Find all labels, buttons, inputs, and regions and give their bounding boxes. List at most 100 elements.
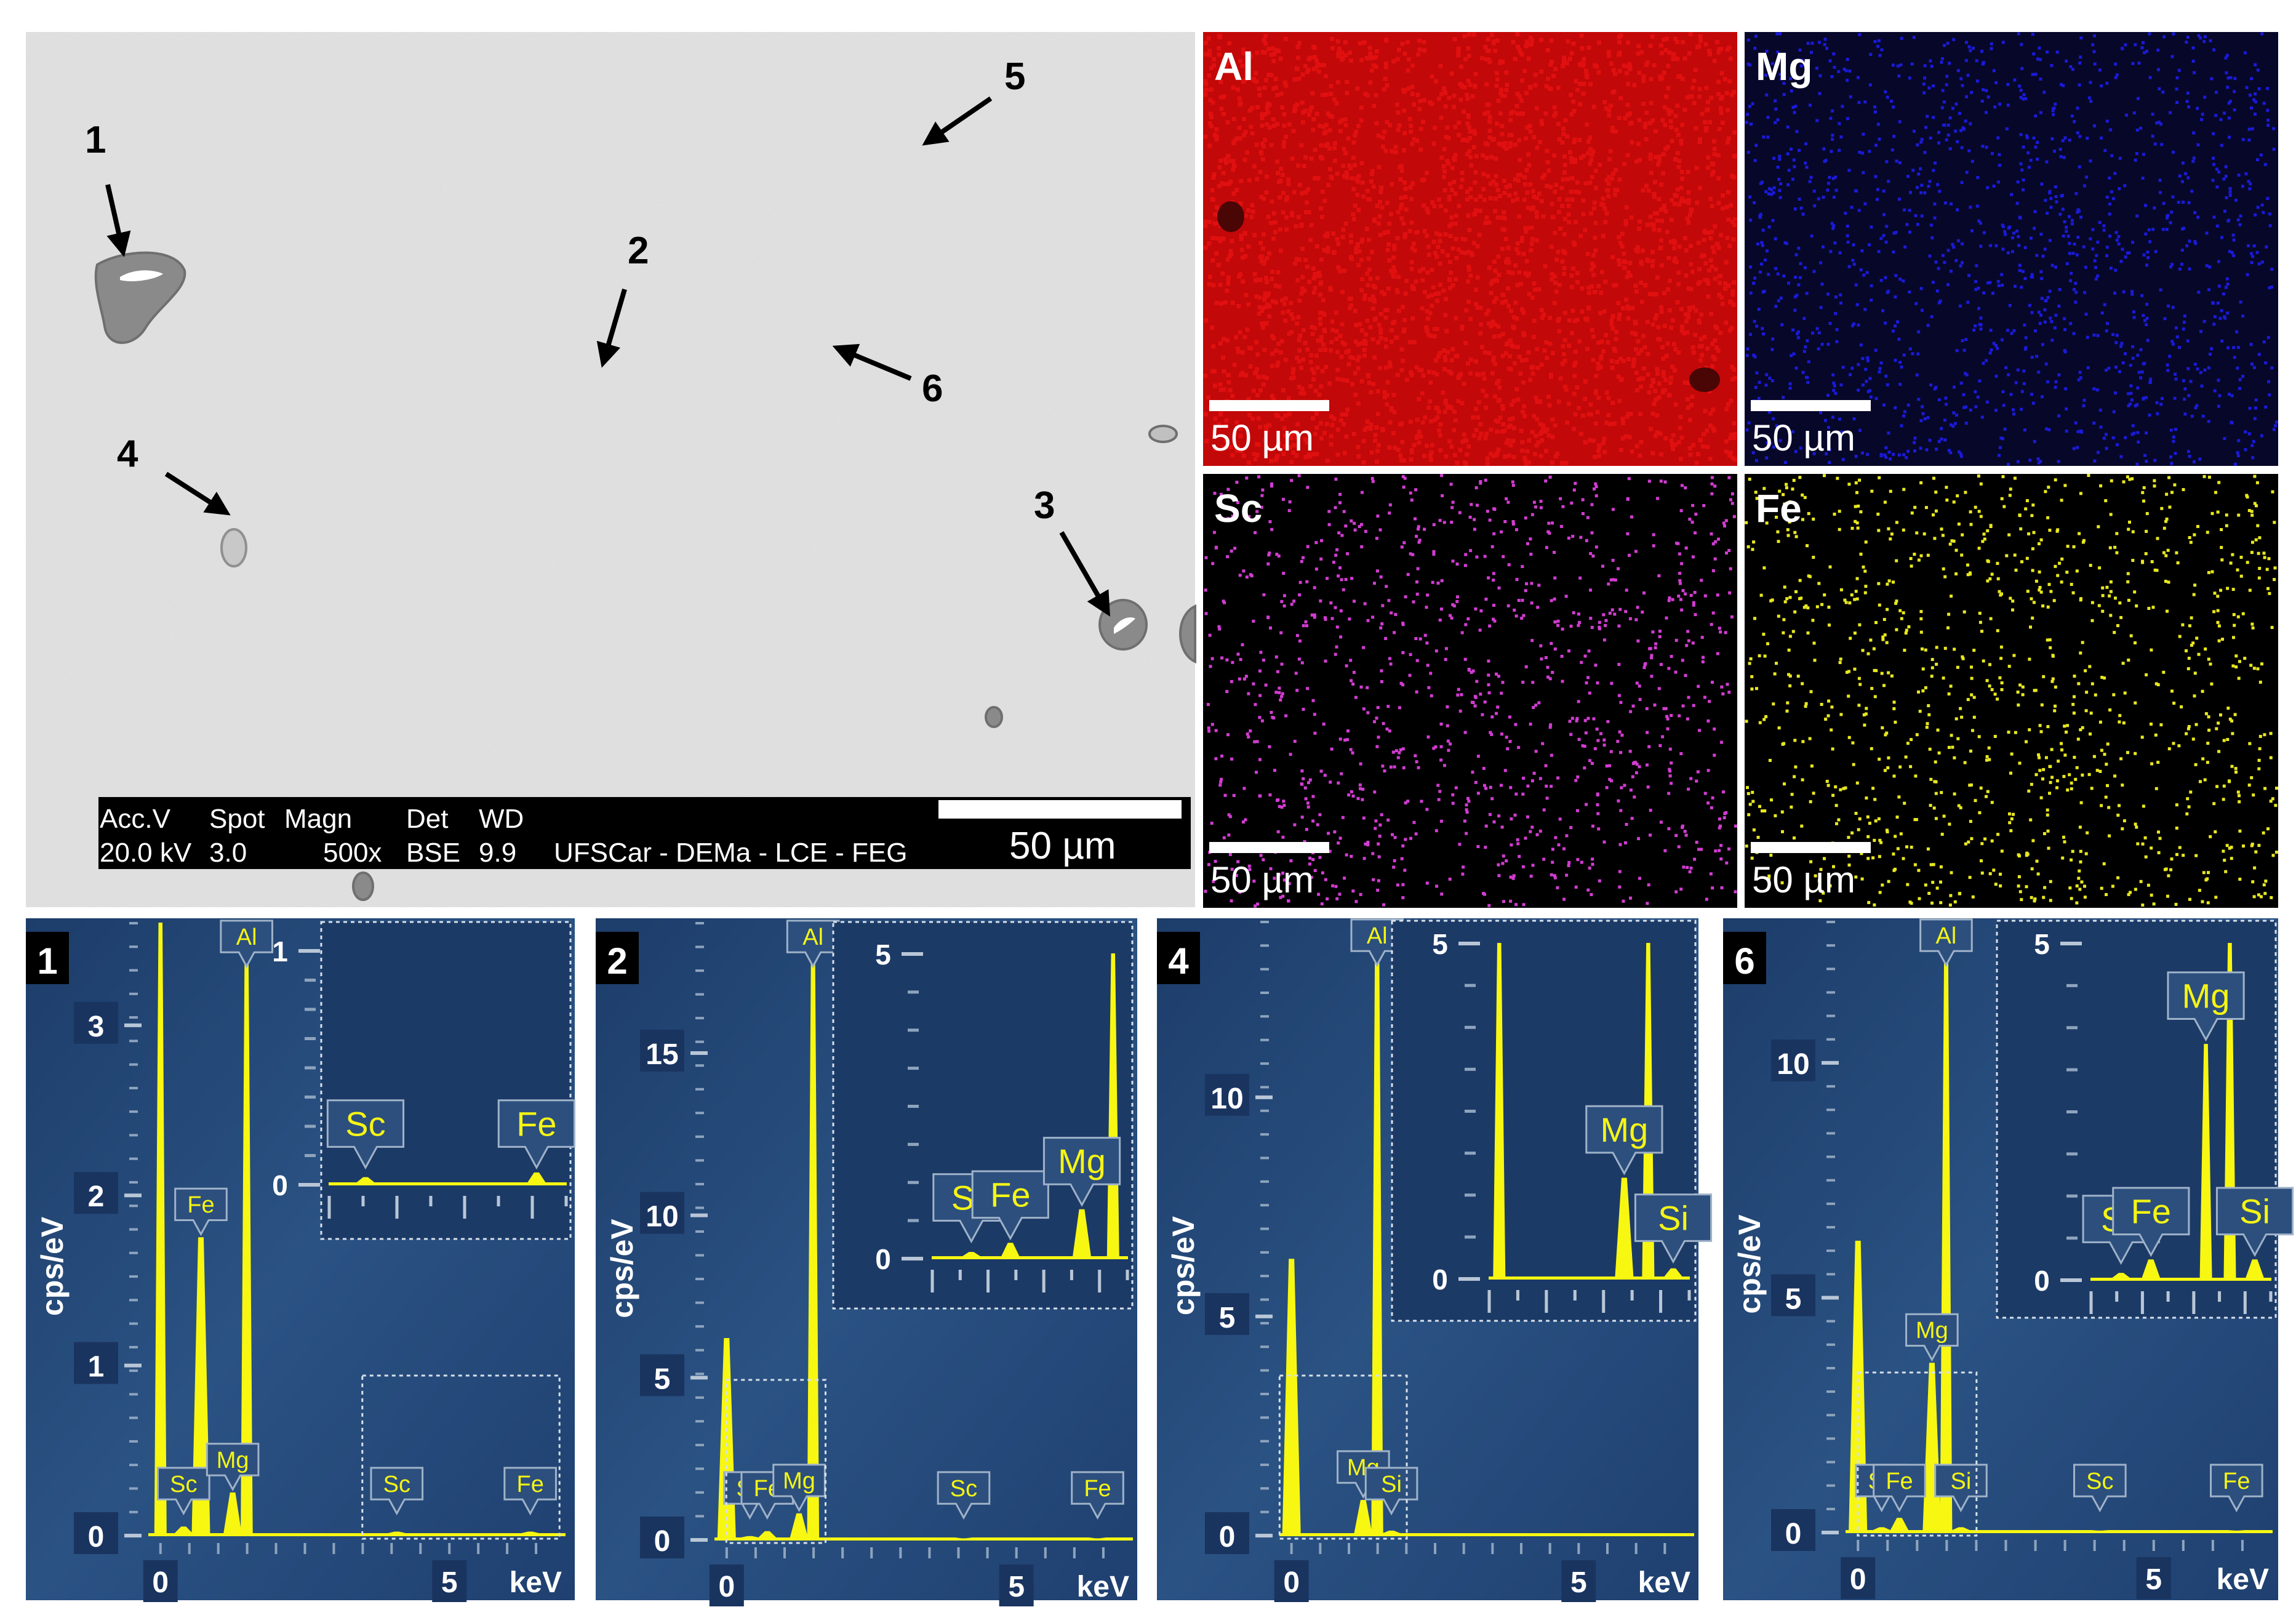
x-tick-label: 5 xyxy=(441,1566,458,1599)
map-mg: Mg 50 µm xyxy=(1745,32,2278,466)
y-tick-label: 1 xyxy=(88,1351,105,1384)
x-tick-box xyxy=(143,1560,178,1602)
peak-label-box xyxy=(2073,1464,2127,1513)
peak-label-text: Si xyxy=(1658,1198,1689,1237)
zoom-region-box xyxy=(1278,1374,1408,1540)
y-tick-box xyxy=(74,1001,118,1044)
databar-header-wd: WD xyxy=(479,804,524,834)
peak-label-box xyxy=(2112,1187,2190,1257)
y-tick-label: 5 xyxy=(654,1363,671,1395)
peak-label-al: Al xyxy=(220,920,273,969)
panel-badge xyxy=(26,932,69,984)
map-dark-spot xyxy=(1689,367,1720,392)
sem-micrograph: 1 2 3 4 5 6 Acc.V Spot Magn Det WD 20.0 … xyxy=(26,32,1196,907)
databar-value-accv: 20.0 kV xyxy=(100,838,192,868)
x-tick-label: 5 xyxy=(1570,1566,1587,1599)
y-tick-label: 15 xyxy=(646,1038,678,1071)
peak-label-text: Fe xyxy=(990,1176,1030,1214)
peak-label-text: Fe xyxy=(2223,1469,2250,1494)
peak-label-box xyxy=(1905,1313,1959,1362)
y-tick-label: 10 xyxy=(1210,1083,1243,1115)
peak-label-box xyxy=(1919,918,1973,968)
panel-badge xyxy=(1157,932,1200,984)
map-element-label: Al xyxy=(1214,44,1254,89)
y-tick-label: 2 xyxy=(88,1180,105,1213)
x-tick-box xyxy=(432,1560,467,1602)
peak-label-mg: Mg xyxy=(2167,971,2245,1042)
databar-value-magn: 500x xyxy=(323,838,382,868)
x-tick-box xyxy=(999,1565,1034,1606)
particle-small-a xyxy=(985,706,1003,728)
panel-badge xyxy=(596,932,639,984)
inset-y-tick-label: 0 xyxy=(1432,1264,1448,1296)
peak-label-text: Sc xyxy=(170,1472,197,1497)
peak-label-mg: Mg xyxy=(772,1464,826,1512)
peak-label-fe: Fe xyxy=(503,1467,557,1516)
inset-y-tick-label: 1 xyxy=(272,936,288,968)
databar-header-spot: Spot xyxy=(209,804,265,834)
databar-lab: UFSCar - DEMa - LCE - FEG xyxy=(554,838,908,868)
y-tick-box xyxy=(1771,1039,1815,1081)
peak-label-box xyxy=(503,1467,557,1516)
peak-label-sc: Sc xyxy=(370,1467,424,1516)
x-tick-label: 5 xyxy=(2145,1563,2162,1596)
peak-label-box xyxy=(497,1099,575,1170)
peak-label-box xyxy=(772,1464,826,1512)
databar-scale-bar xyxy=(938,800,1182,819)
peak-label-box xyxy=(1364,1467,1418,1516)
map-dark-spot xyxy=(1217,201,1244,232)
panel-number: 1 xyxy=(37,940,57,982)
y-axis-label: cps/eV xyxy=(605,1219,639,1318)
inset-y-tick-label: 5 xyxy=(2034,928,2050,960)
marker-3: 3 xyxy=(1034,484,1055,527)
peak-label-mg: Mg xyxy=(206,1443,260,1492)
zoom-region-box xyxy=(361,1374,561,1540)
peak-label-si: Si xyxy=(2215,1187,2294,1257)
databar-value-wd: 9.9 xyxy=(479,838,516,868)
element-maps: Al 50 µm Mg 50 µm Sc 50 µm Fe 50 µm xyxy=(1203,32,2278,908)
y-tick-box xyxy=(1205,1292,1249,1335)
inset-y-tick-label: 0 xyxy=(875,1243,891,1275)
arrow-3 xyxy=(1059,531,1110,617)
map-al: Al 50 µm xyxy=(1203,32,1737,466)
peak-label-text: Mg xyxy=(783,1469,815,1494)
map-background xyxy=(1203,474,1737,908)
marker-1: 1 xyxy=(85,119,106,161)
peak-label-al: Al xyxy=(786,920,840,969)
map-scale-bar xyxy=(1209,842,1329,853)
peak-label-fe: Fe xyxy=(2112,1187,2190,1257)
databar-header-det: Det xyxy=(406,804,448,834)
marker-2: 2 xyxy=(628,230,649,272)
map-scale-bar xyxy=(1751,842,1871,853)
arrow-4 xyxy=(164,471,231,516)
map-signal-dots xyxy=(1745,32,2278,466)
databar-header-accv: Acc.V xyxy=(100,804,171,834)
peak-label-box xyxy=(1585,1105,1663,1176)
peak-label-box xyxy=(1042,1137,1121,1207)
x-tick-label: 0 xyxy=(1850,1563,1866,1596)
peak-label-mg: Mg xyxy=(1585,1105,1663,1176)
x-tick-box xyxy=(1274,1560,1309,1602)
x-tick-label: 5 xyxy=(1008,1571,1025,1603)
marker-5: 5 xyxy=(1004,55,1025,98)
inset-spectrum: 05ScFeMgSi xyxy=(1996,920,2294,1319)
databar-value-spot: 3.0 xyxy=(209,838,247,868)
x-axis-label: keV xyxy=(1638,1566,1690,1599)
x-tick-label: 0 xyxy=(718,1571,735,1603)
panel-badge xyxy=(1723,932,1766,984)
peak-label-fe: Fe xyxy=(1873,1464,1926,1513)
map-element-label: Mg xyxy=(1756,44,1812,89)
peak-label-sc: Sc xyxy=(326,1099,405,1170)
peak-label-mg: Mg xyxy=(1042,1137,1121,1207)
particle-3-highlight xyxy=(1114,617,1135,634)
zoom-region-box xyxy=(1857,1371,1978,1537)
arrow-1 xyxy=(105,184,131,257)
y-tick-label: 10 xyxy=(1777,1048,1809,1081)
zoom-region-box xyxy=(725,1379,826,1544)
particle-1-highlight xyxy=(120,270,163,281)
sem-databar: Acc.V Spot Magn Det WD 20.0 kV 3.0 500x … xyxy=(98,797,1191,869)
panel-number: 6 xyxy=(1734,940,1754,982)
